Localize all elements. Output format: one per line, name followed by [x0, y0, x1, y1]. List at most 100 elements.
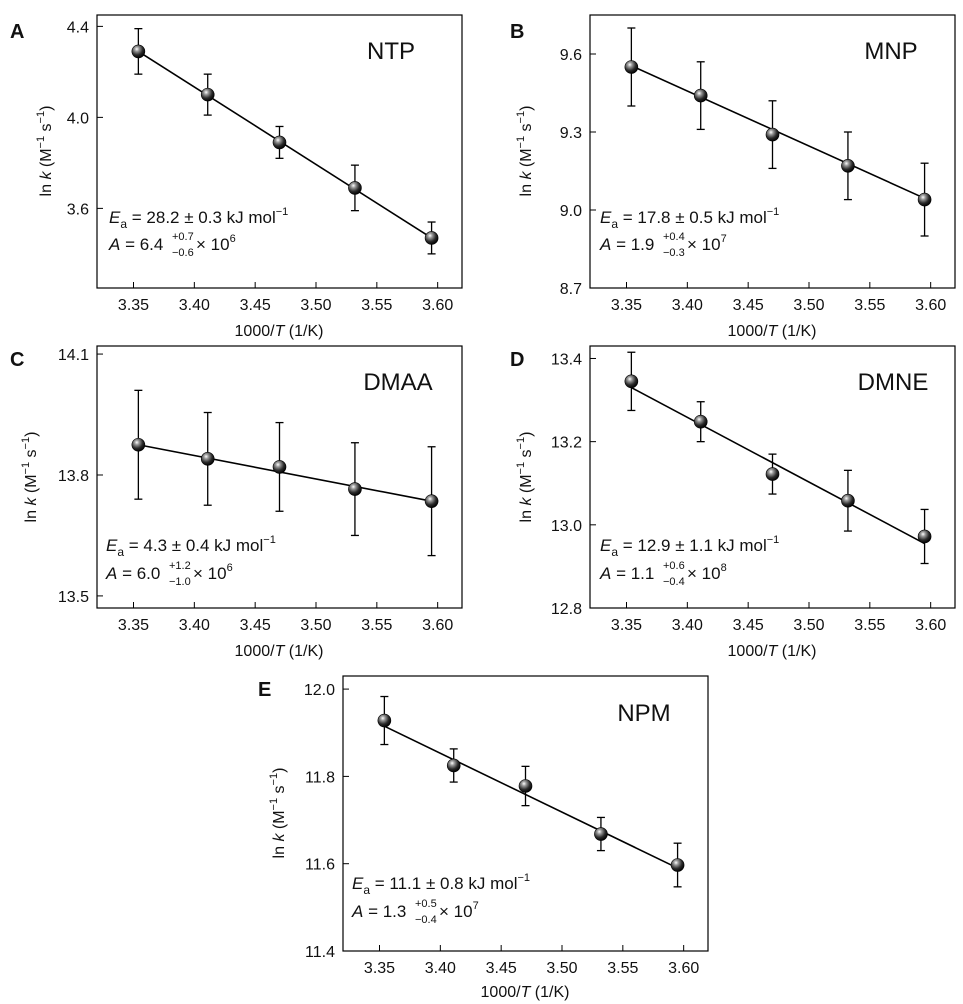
y-tick-label: 13.8: [58, 468, 89, 485]
preexp-uncertainty-upper: +1.2: [169, 560, 191, 572]
data-point: [200, 452, 215, 466]
y-tick-labels: 13.5 13.8 14.1: [58, 347, 103, 606]
y-tick-label: 9.6: [560, 47, 582, 64]
data-point: [594, 827, 608, 841]
x-tick-label: 3.55: [607, 960, 638, 977]
x-tick-label: 3.60: [915, 297, 946, 314]
x-tick-label: 3.50: [793, 617, 824, 634]
x-tick-label: 3.45: [486, 960, 517, 977]
plot-frame: [96, 14, 463, 289]
compound-label: MNP: [864, 38, 917, 65]
x-tick-label: 3.55: [361, 297, 392, 314]
panel-letter: A: [10, 21, 24, 43]
x-axis-label: 1000/T (1/K): [728, 323, 817, 340]
data-point: [131, 437, 146, 452]
x-tick-label: 3.35: [364, 960, 395, 977]
y-tick-label: 9.0: [560, 203, 582, 220]
x-tick-label: 3.40: [672, 617, 703, 634]
data-point: [272, 135, 287, 150]
data-marks: [131, 389, 439, 557]
data-point: [377, 713, 392, 728]
data-point: [424, 494, 439, 508]
data-point: [917, 529, 932, 544]
compound-label: DMNE: [858, 369, 929, 396]
y-tick-label: 13.0: [551, 518, 582, 535]
x-tick-label: 3.60: [422, 617, 453, 634]
preexp-uncertainty-lower: −0.4: [415, 914, 437, 926]
panel-a: A 3.35 3.40 3.45 3.50 3.55 3.60 3.6 4.0 4.4 NTP…: [10, 14, 463, 340]
data-point: [624, 374, 639, 389]
data-point: [200, 87, 215, 102]
activation-energy: Ea = 11.1 ± 0.8 kJ mol−1: [352, 872, 530, 897]
x-axis-label: 1000/T (1/K): [235, 323, 324, 340]
data-point: [424, 231, 439, 245]
panel-e: E 3.35 3.40 3.45 3.50 3.55 3.60 11.411.611.81…: [258, 675, 709, 1001]
x-tick-label: 3.55: [854, 297, 885, 314]
activation-energy: Ea = 28.2 ± 0.3 kJ mol−1: [109, 206, 288, 231]
preexp-uncertainty-upper: +0.6: [663, 560, 685, 572]
panel-letter: E: [258, 679, 271, 701]
preexp-uncertainty-lower: −0.4: [663, 576, 685, 588]
x-tick-label: 3.35: [611, 617, 642, 634]
y-tick-label: 11.4: [305, 944, 335, 961]
preexponential-factor: A = 1.3: [351, 902, 406, 921]
panel-letter: D: [510, 349, 524, 371]
data-point: [765, 127, 780, 142]
y-tick-label: 3.6: [67, 201, 89, 218]
fit-line: [138, 443, 432, 502]
y-axis-label: ln k (M−1 s−1): [515, 432, 535, 523]
y-tick-label: 12.0: [304, 682, 335, 699]
data-point: [446, 758, 461, 773]
x-tick-label: 3.50: [300, 297, 331, 314]
x-tick-label: 3.35: [611, 297, 642, 314]
panel-c: C 3.35 3.40 3.45 3.50 3.55 3.60 13.513.814.1 …: [10, 345, 463, 660]
x-tick-label: 3.60: [915, 617, 946, 634]
x-tick-label: 3.45: [240, 297, 271, 314]
data-point: [693, 414, 708, 429]
y-tick-label: 4.0: [67, 110, 89, 127]
x-tick-labels: 3.35 3.40 3.45 3.50 3.55 3.60: [118, 282, 453, 314]
data-point: [670, 858, 685, 872]
preexp-exponent: × 106: [196, 233, 236, 254]
x-tick-label: 3.50: [793, 297, 824, 314]
data-point: [348, 482, 362, 496]
preexp-exponent: × 106: [193, 562, 233, 583]
x-tick-labels: 3.35 3.40 3.45 3.50 3.55 3.60: [118, 602, 453, 634]
plot-frame: [342, 675, 709, 952]
compound-label: DMAA: [363, 369, 432, 396]
x-axis-label: 1000/T (1/K): [235, 643, 324, 660]
data-point: [624, 60, 639, 74]
x-tick-label: 3.45: [733, 297, 764, 314]
y-tick-labels: 11.4 11.6 11.8 12.0: [304, 682, 349, 961]
x-tick-label: 3.40: [179, 297, 210, 314]
data-marks: [624, 27, 932, 237]
x-tick-label: 3.60: [668, 960, 699, 977]
y-axis-label: ln k (M−1 s−1): [35, 106, 55, 197]
x-tick-label: 3.45: [733, 617, 764, 634]
y-axis-label: ln k (M−1 s−1): [268, 768, 288, 859]
plot-frame: [589, 14, 956, 289]
preexp-uncertainty-upper: +0.5: [415, 898, 437, 910]
data-point: [917, 192, 932, 207]
data-point: [693, 88, 708, 103]
x-tick-label: 3.45: [240, 617, 271, 634]
x-tick-label: 3.50: [300, 617, 331, 634]
data-point: [131, 44, 146, 59]
panel-letter: B: [510, 21, 524, 43]
preexponential-factor: A = 6.4: [108, 235, 163, 254]
y-tick-labels: 3.6 4.0 4.4: [67, 19, 103, 218]
x-tick-label: 3.40: [425, 960, 456, 977]
data-point: [841, 159, 855, 173]
x-tick-label: 3.55: [854, 617, 885, 634]
preexp-uncertainty-upper: +0.7: [172, 231, 194, 243]
data-point: [765, 467, 780, 481]
preexp-exponent: × 107: [439, 900, 479, 921]
data-point: [841, 493, 855, 508]
plot-frame: [96, 345, 463, 609]
y-tick-labels: 8.7 9.0 9.3 9.6: [560, 47, 596, 298]
compound-label: NTP: [367, 38, 415, 65]
panel-d: D 3.35 3.40 3.45 3.50 3.55 3.60 12.813.013.21…: [510, 345, 956, 660]
preexp-uncertainty-lower: −1.0: [169, 576, 191, 588]
activation-energy: Ea = 4.3 ± 0.4 kJ mol−1: [106, 534, 276, 559]
x-tick-labels: 3.35 3.40 3.45 3.50 3.55 3.60: [611, 602, 946, 634]
